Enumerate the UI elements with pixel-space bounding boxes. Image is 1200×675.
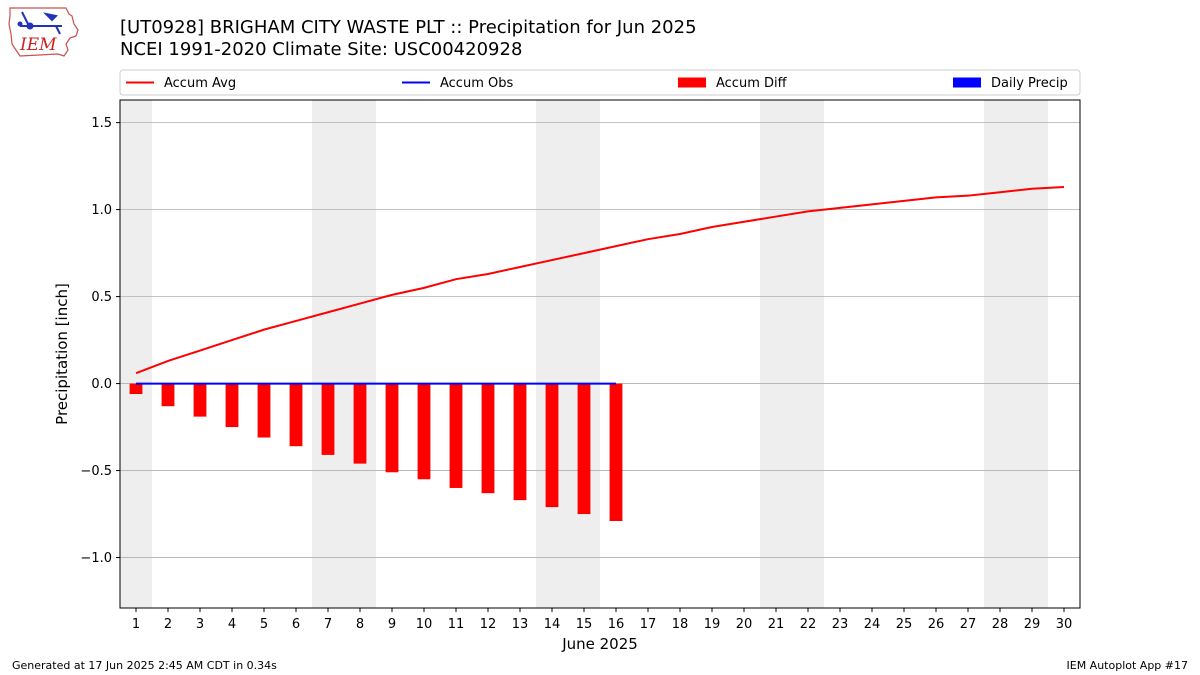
x-tick-label: 19 [704,617,721,632]
x-tick-label: 26 [928,617,945,632]
x-tick-label: 18 [672,617,689,632]
legend-item-accum-obs: Accum Obs [402,76,513,91]
weekend-band [536,100,600,608]
x-tick-label: 1 [132,617,140,632]
x-tick-label: 25 [896,617,913,632]
legend-item-daily-precip: Daily Precip [953,76,1068,91]
y-tick-label: −1.0 [80,551,112,566]
x-tick-label: 7 [324,617,332,632]
accum-diff-bar [609,383,623,522]
accum-diff-bar [225,383,239,428]
x-tick-label: 5 [260,617,268,632]
iem-logo: IEM [8,7,79,57]
weekend-band [312,100,376,608]
x-tick-label: 28 [992,617,1009,632]
x-tick-label: 13 [512,617,529,632]
accum-diff-bar [545,383,559,508]
legend-item-accum-avg: Accum Avg [126,76,236,91]
x-tick-label: 22 [800,617,817,632]
legend-frame [119,69,1081,96]
accum-avg-line [135,185,1065,375]
x-tick-label: 24 [864,617,881,632]
x-tick-label: 15 [576,617,593,632]
legend-label: Accum Obs [440,76,513,91]
x-tick-label: 11 [448,617,465,632]
accum-diff-bar [257,383,271,438]
accum-diff-bar [577,383,591,515]
x-tick-label: 21 [768,617,785,632]
x-tick-label: 27 [960,617,977,632]
generated-timestamp: Generated at 17 Jun 2025 2:45 AM CDT in … [12,659,277,672]
legend-item-accum-diff: Accum Diff [678,76,788,91]
accum-diff-bar [321,383,335,455]
x-tick-label: 29 [1024,617,1041,632]
x-tick-label: 6 [292,617,300,632]
accum-diff-bar [385,383,399,473]
accum-diff-bar [161,383,175,407]
x-tick-label: 9 [388,617,396,632]
y-axis-label: Precipitation [inch] [53,283,71,425]
y-tick-label: −0.5 [80,464,112,479]
legend-label: Accum Diff [716,76,788,91]
weekend-band [984,100,1048,608]
y-tick-label: 0.5 [91,290,112,305]
chart-legend: Accum Avg Accum Obs Accum Diff Daily Precip [119,69,1081,96]
x-tick-label: 23 [832,617,849,632]
x-tick-label: 17 [640,617,657,632]
x-tick-label: 8 [356,617,364,632]
logo-text: IEM [19,35,57,55]
weekend-band [120,100,152,608]
weekend-band [760,100,824,608]
accum-diff-bar [193,383,207,417]
x-tick-label: 2 [164,617,172,632]
chart-subtitle: NCEI 1991-2020 Climate Site: USC00420928 [120,39,523,60]
accum-diff-bar [481,383,495,494]
y-tick-label: 1.0 [91,203,112,218]
chart-title: [UT0928] BRIGHAM CITY WASTE PLT :: Preci… [120,17,697,38]
x-tick-label: 16 [608,617,625,632]
x-tick-label: 10 [416,617,433,632]
accum-diff-bar [129,383,143,395]
x-tick-label: 30 [1056,617,1073,632]
x-tick-label: 4 [228,617,236,632]
legend-label: Daily Precip [991,76,1068,91]
y-tick-label: 0.0 [91,377,112,392]
x-tick-label: 12 [480,617,497,632]
y-tick-label: 1.5 [91,116,112,131]
accum-diff-bar [449,383,463,488]
legend-patch-swatch [953,77,981,88]
accum-diff-bar [289,383,303,447]
accum-diff-bar [417,383,431,480]
x-tick-label: 3 [196,617,204,632]
x-tick-label: 20 [736,617,753,632]
plot-frame [119,99,1081,609]
autoplot-app-label: IEM Autoplot App #17 [1066,659,1189,672]
accum-diff-bar [353,383,367,464]
legend-patch-swatch [678,77,706,88]
legend-label: Accum Avg [164,76,236,91]
x-tick-label: 14 [544,617,561,632]
weather-station-icon [17,11,62,35]
accum-diff-bar [513,383,527,501]
x-axis-label: June 2025 [561,635,638,653]
